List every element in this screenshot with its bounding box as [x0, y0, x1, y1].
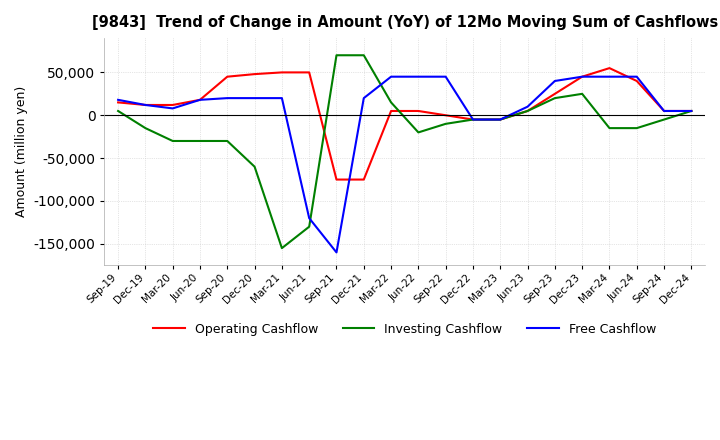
- Free Cashflow: [414, 74, 423, 79]
- Operating Cashflow: [168, 103, 177, 108]
- Y-axis label: Amount (million yen): Amount (million yen): [15, 86, 28, 217]
- Free Cashflow: [223, 95, 232, 101]
- Investing Cashflow: [305, 224, 313, 229]
- Investing Cashflow: [660, 117, 668, 122]
- Operating Cashflow: [223, 74, 232, 79]
- Operating Cashflow: [496, 117, 505, 122]
- Investing Cashflow: [578, 91, 587, 96]
- Free Cashflow: [660, 108, 668, 114]
- Free Cashflow: [605, 74, 613, 79]
- Free Cashflow: [278, 95, 287, 101]
- Investing Cashflow: [414, 130, 423, 135]
- Free Cashflow: [251, 95, 259, 101]
- Free Cashflow: [114, 97, 122, 103]
- Operating Cashflow: [605, 66, 613, 71]
- Free Cashflow: [305, 216, 313, 221]
- Investing Cashflow: [469, 117, 477, 122]
- Investing Cashflow: [605, 125, 613, 131]
- Operating Cashflow: [387, 108, 395, 114]
- Investing Cashflow: [387, 100, 395, 105]
- Investing Cashflow: [359, 53, 368, 58]
- Line: Investing Cashflow: Investing Cashflow: [118, 55, 691, 248]
- Investing Cashflow: [496, 117, 505, 122]
- Investing Cashflow: [332, 53, 341, 58]
- Operating Cashflow: [551, 91, 559, 96]
- Legend: Operating Cashflow, Investing Cashflow, Free Cashflow: Operating Cashflow, Investing Cashflow, …: [148, 318, 661, 341]
- Operating Cashflow: [278, 70, 287, 75]
- Operating Cashflow: [687, 108, 696, 114]
- Free Cashflow: [332, 250, 341, 255]
- Free Cashflow: [551, 78, 559, 84]
- Free Cashflow: [632, 74, 641, 79]
- Line: Operating Cashflow: Operating Cashflow: [118, 68, 691, 180]
- Investing Cashflow: [687, 108, 696, 114]
- Investing Cashflow: [114, 108, 122, 114]
- Investing Cashflow: [251, 164, 259, 169]
- Investing Cashflow: [523, 108, 532, 114]
- Investing Cashflow: [196, 138, 204, 143]
- Operating Cashflow: [114, 100, 122, 105]
- Investing Cashflow: [551, 95, 559, 101]
- Operating Cashflow: [332, 177, 341, 182]
- Free Cashflow: [687, 108, 696, 114]
- Operating Cashflow: [196, 97, 204, 103]
- Operating Cashflow: [359, 177, 368, 182]
- Investing Cashflow: [278, 246, 287, 251]
- Operating Cashflow: [305, 70, 313, 75]
- Operating Cashflow: [578, 74, 587, 79]
- Title: [9843]  Trend of Change in Amount (YoY) of 12Mo Moving Sum of Cashflows: [9843] Trend of Change in Amount (YoY) o…: [91, 15, 718, 30]
- Investing Cashflow: [141, 125, 150, 131]
- Free Cashflow: [168, 106, 177, 111]
- Operating Cashflow: [632, 78, 641, 84]
- Free Cashflow: [141, 103, 150, 108]
- Investing Cashflow: [632, 125, 641, 131]
- Investing Cashflow: [223, 138, 232, 143]
- Free Cashflow: [523, 104, 532, 109]
- Operating Cashflow: [523, 108, 532, 114]
- Operating Cashflow: [469, 117, 477, 122]
- Free Cashflow: [359, 95, 368, 101]
- Free Cashflow: [196, 97, 204, 103]
- Free Cashflow: [469, 117, 477, 122]
- Operating Cashflow: [141, 103, 150, 108]
- Investing Cashflow: [168, 138, 177, 143]
- Free Cashflow: [387, 74, 395, 79]
- Operating Cashflow: [251, 71, 259, 77]
- Operating Cashflow: [441, 113, 450, 118]
- Free Cashflow: [441, 74, 450, 79]
- Line: Free Cashflow: Free Cashflow: [118, 77, 691, 253]
- Free Cashflow: [578, 74, 587, 79]
- Operating Cashflow: [660, 108, 668, 114]
- Investing Cashflow: [441, 121, 450, 126]
- Free Cashflow: [496, 117, 505, 122]
- Operating Cashflow: [414, 108, 423, 114]
